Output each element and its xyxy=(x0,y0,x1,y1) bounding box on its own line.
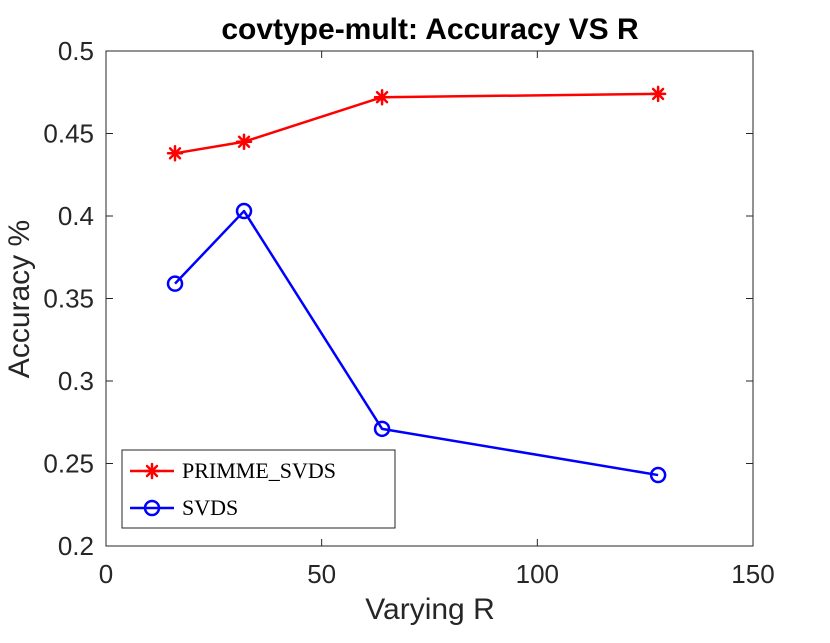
legend-marker-stroke xyxy=(145,464,159,478)
data-point-primme-svds xyxy=(373,88,391,106)
legend-entry-primme-svds: PRIMME_SVDS xyxy=(130,458,336,483)
legend-label: SVDS xyxy=(182,495,238,520)
data-point-svds xyxy=(235,202,253,220)
x-axis-label: Varying R xyxy=(365,593,495,626)
legend-label: PRIMME_SVDS xyxy=(182,458,336,483)
data-point-primme-svds xyxy=(235,133,253,150)
legend: PRIMME_SVDS SVDS xyxy=(121,449,396,529)
legend-marker xyxy=(143,499,161,517)
y-axis-label: Accuracy % xyxy=(3,220,36,378)
x-tick-label: 50 xyxy=(307,559,336,589)
chart-title: covtype-mult: Accuracy VS R xyxy=(221,13,639,46)
x-tick-label: 150 xyxy=(731,559,774,589)
axis-tick-labels: 0 50 100 150 0.2 0.25 0.3 0.35 0.4 0.45 0.5 xyxy=(43,36,774,589)
legend-entry-svds: SVDS xyxy=(130,495,238,520)
y-tick-label: 0.3 xyxy=(58,366,94,396)
series-line-svds xyxy=(174,209,659,477)
y-tick-label: 0.45 xyxy=(43,119,94,149)
series-svds xyxy=(166,202,667,484)
legend-entries: PRIMME_SVDS SVDS xyxy=(130,458,336,520)
x-tick-label: 100 xyxy=(516,559,559,589)
data-point-svds xyxy=(166,275,184,292)
series-line-primme-svds xyxy=(174,92,659,155)
x-tick-label: 0 xyxy=(99,559,113,589)
legend-marker xyxy=(143,462,161,480)
y-tick-label: 0.2 xyxy=(58,531,94,561)
data-point-primme-svds-stroke xyxy=(375,91,389,104)
y-tick-label: 0.4 xyxy=(58,201,94,231)
y-tick-label: 0.25 xyxy=(43,449,94,479)
y-tick-label: 0.5 xyxy=(58,36,94,66)
data-point-svds xyxy=(649,466,667,484)
data-point-primme-svds-stroke xyxy=(237,135,251,148)
series-primme-svds xyxy=(166,85,667,162)
axis-ticks xyxy=(105,50,754,547)
data-series xyxy=(166,85,667,484)
data-point-primme-svds-stroke xyxy=(168,147,182,160)
legend-box xyxy=(121,449,396,529)
data-point-primme-svds xyxy=(649,85,667,103)
data-point-svds xyxy=(373,420,391,438)
data-point-primme-svds-stroke xyxy=(651,87,665,101)
y-tick-label: 0.35 xyxy=(43,284,94,314)
data-point-primme-svds xyxy=(166,145,184,162)
